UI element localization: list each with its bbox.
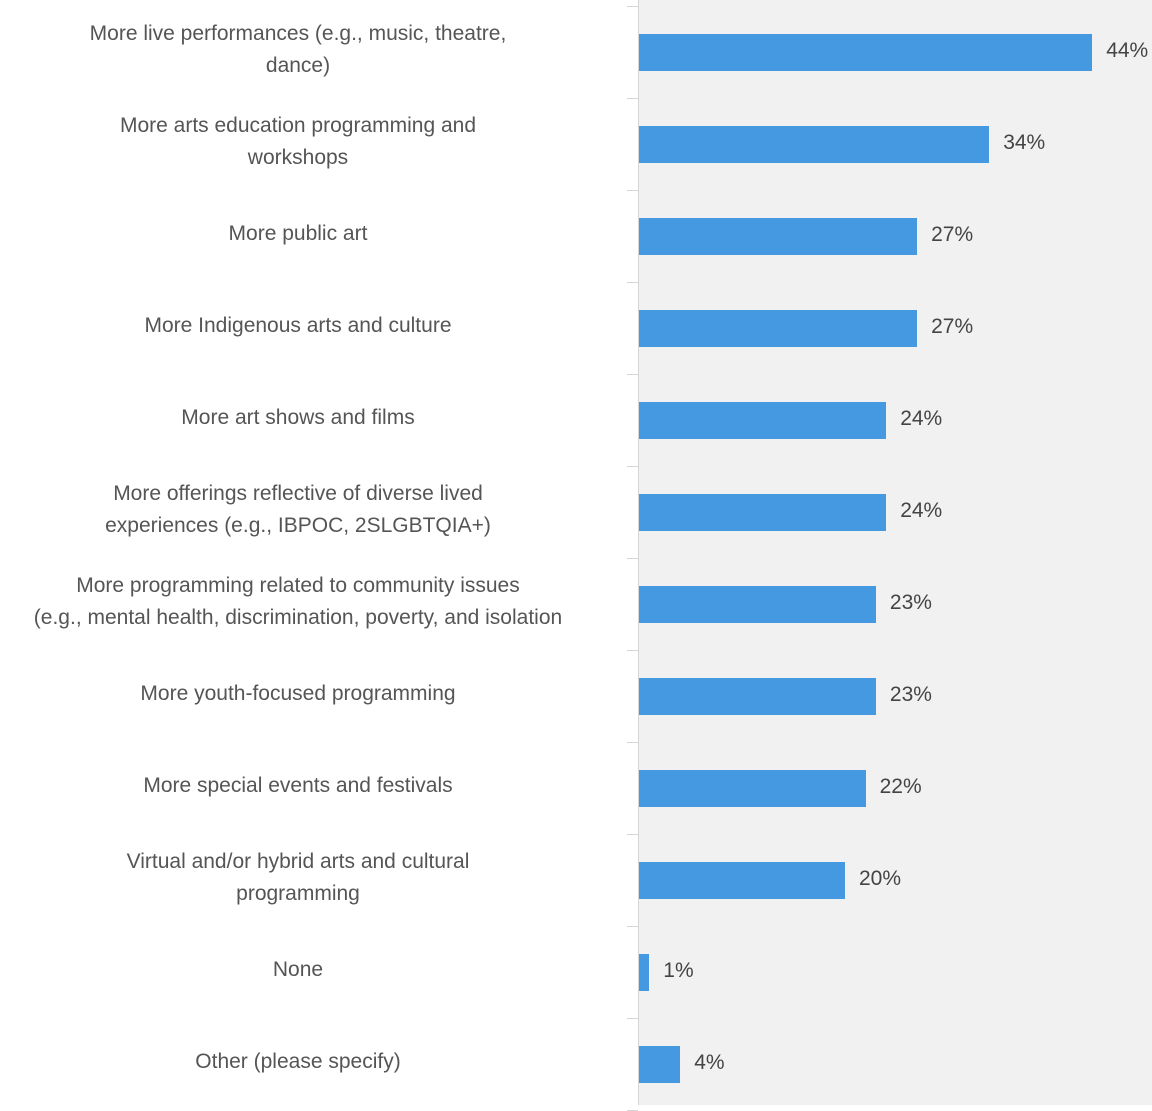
category-label-line: None: [272, 958, 324, 981]
category-label: Other (please specify): [0, 1046, 608, 1078]
axis-tick: [627, 558, 638, 559]
category-label-line: More special events and festivals: [143, 774, 453, 797]
category-label: More youth-focused programming: [0, 678, 608, 710]
axis-tick: [627, 190, 638, 191]
category-label-line: (e.g., mental health, discrimination, po…: [33, 606, 563, 629]
bar: [639, 678, 876, 715]
category-label: More Indigenous arts and culture: [0, 310, 608, 342]
axis-tick: [627, 742, 638, 743]
data-label: 22%: [879, 775, 922, 798]
axis-tick: [627, 650, 638, 651]
category-label-line: More youth-focused programming: [140, 682, 456, 705]
bar: [639, 402, 887, 439]
category-label: More public art: [0, 218, 608, 250]
category-axis-line: [638, 0, 639, 1105]
data-label: 44%: [1106, 39, 1149, 62]
bar: [639, 770, 866, 807]
category-label-line: experiences (e.g., IBPOC, 2SLGBTQIA+): [105, 514, 491, 537]
axis-tick: [627, 1018, 638, 1019]
bar: [639, 586, 876, 623]
data-label: 1%: [663, 959, 694, 982]
category-label: More arts education programming and works…: [0, 110, 608, 174]
data-label: 24%: [900, 407, 943, 430]
bar: [639, 494, 887, 531]
category-label: More art shows and films: [0, 402, 608, 434]
axis-tick: [627, 834, 638, 835]
category-label-line: More arts education programming and: [119, 114, 476, 137]
category-label-line: programming: [236, 882, 360, 905]
category-label: None: [0, 954, 608, 986]
category-label-line: More art shows and films: [181, 406, 415, 429]
category-label: More live performances (e.g., music, the…: [0, 18, 608, 82]
category-label-line: More programming related to community is…: [76, 574, 520, 597]
data-label: 27%: [931, 223, 974, 246]
axis-tick: [627, 282, 638, 283]
bar: [639, 310, 918, 347]
data-label: 34%: [1003, 131, 1046, 154]
axis-tick: [627, 6, 638, 7]
category-label: More programming related to community is…: [0, 570, 608, 634]
data-label: 24%: [900, 499, 943, 522]
category-label: More special events and festivals: [0, 770, 608, 802]
category-label: Virtual and/or hybrid arts and cultural p…: [0, 846, 608, 910]
category-label-line: Other (please specify): [195, 1050, 401, 1073]
axis-tick: [627, 466, 638, 467]
data-label: 20%: [859, 867, 902, 890]
bar: [639, 862, 845, 899]
category-label-line: dance): [265, 54, 331, 77]
axis-tick: [627, 374, 638, 375]
plot-area: [638, 0, 1152, 1105]
category-label-line: More Indigenous arts and culture: [144, 314, 452, 337]
category-label-line: More offerings reflective of diverse liv…: [113, 482, 483, 505]
data-label: 23%: [889, 591, 932, 614]
data-label: 23%: [889, 683, 932, 706]
category-label-line: Virtual and/or hybrid arts and cultural: [126, 850, 470, 873]
bar: [639, 1046, 681, 1083]
category-label-line: More public art: [228, 222, 368, 245]
bar: [639, 126, 990, 163]
axis-tick: [627, 98, 638, 99]
category-label: More offerings reflective of diverse liv…: [0, 478, 608, 542]
data-label: 27%: [931, 315, 974, 338]
axis-tick: [627, 926, 638, 927]
category-label-line: workshops: [247, 146, 349, 169]
category-label-line: More live performances (e.g., music, the…: [89, 22, 507, 45]
bar: [639, 218, 918, 255]
data-label: 4%: [694, 1051, 725, 1074]
bar: [639, 954, 650, 991]
bar: [639, 34, 1093, 71]
